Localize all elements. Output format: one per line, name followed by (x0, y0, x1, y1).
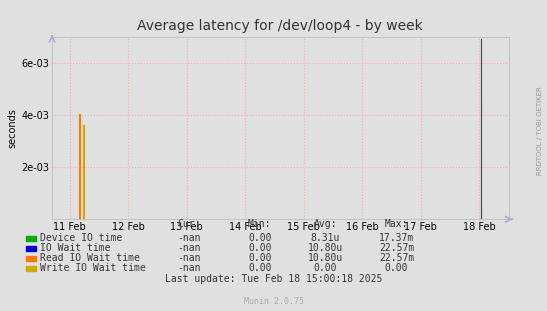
Text: Read IO Wait time: Read IO Wait time (40, 253, 141, 263)
Text: IO Wait time: IO Wait time (40, 243, 111, 253)
Text: -nan: -nan (177, 263, 200, 273)
Text: 8.31u: 8.31u (311, 233, 340, 243)
Text: Avg:: Avg: (314, 219, 337, 229)
Text: -nan: -nan (177, 243, 200, 253)
Text: 0.00: 0.00 (248, 233, 271, 243)
Text: 22.57m: 22.57m (379, 243, 414, 253)
Text: Min:: Min: (248, 219, 271, 229)
Text: Device IO time: Device IO time (40, 233, 123, 243)
Text: 0.00: 0.00 (248, 263, 271, 273)
Text: 17.37m: 17.37m (379, 233, 414, 243)
Text: Munin 2.0.75: Munin 2.0.75 (243, 297, 304, 306)
Text: 10.80u: 10.80u (308, 253, 343, 263)
Text: Last update: Tue Feb 18 15:00:18 2025: Last update: Tue Feb 18 15:00:18 2025 (165, 274, 382, 284)
Text: Write IO Wait time: Write IO Wait time (40, 263, 146, 273)
Text: 0.00: 0.00 (314, 263, 337, 273)
Text: 0.00: 0.00 (385, 263, 408, 273)
Text: 0.00: 0.00 (248, 253, 271, 263)
Title: Average latency for /dev/loop4 - by week: Average latency for /dev/loop4 - by week (137, 19, 423, 33)
Text: Max:: Max: (385, 219, 408, 229)
Text: 0.00: 0.00 (248, 243, 271, 253)
Text: -nan: -nan (177, 253, 200, 263)
Text: Cur:: Cur: (177, 219, 200, 229)
Text: 10.80u: 10.80u (308, 243, 343, 253)
Text: -nan: -nan (177, 233, 200, 243)
Text: 22.57m: 22.57m (379, 253, 414, 263)
Y-axis label: seconds: seconds (7, 108, 17, 148)
Text: RRDTOOL / TOBI OETIKER: RRDTOOL / TOBI OETIKER (537, 86, 543, 175)
